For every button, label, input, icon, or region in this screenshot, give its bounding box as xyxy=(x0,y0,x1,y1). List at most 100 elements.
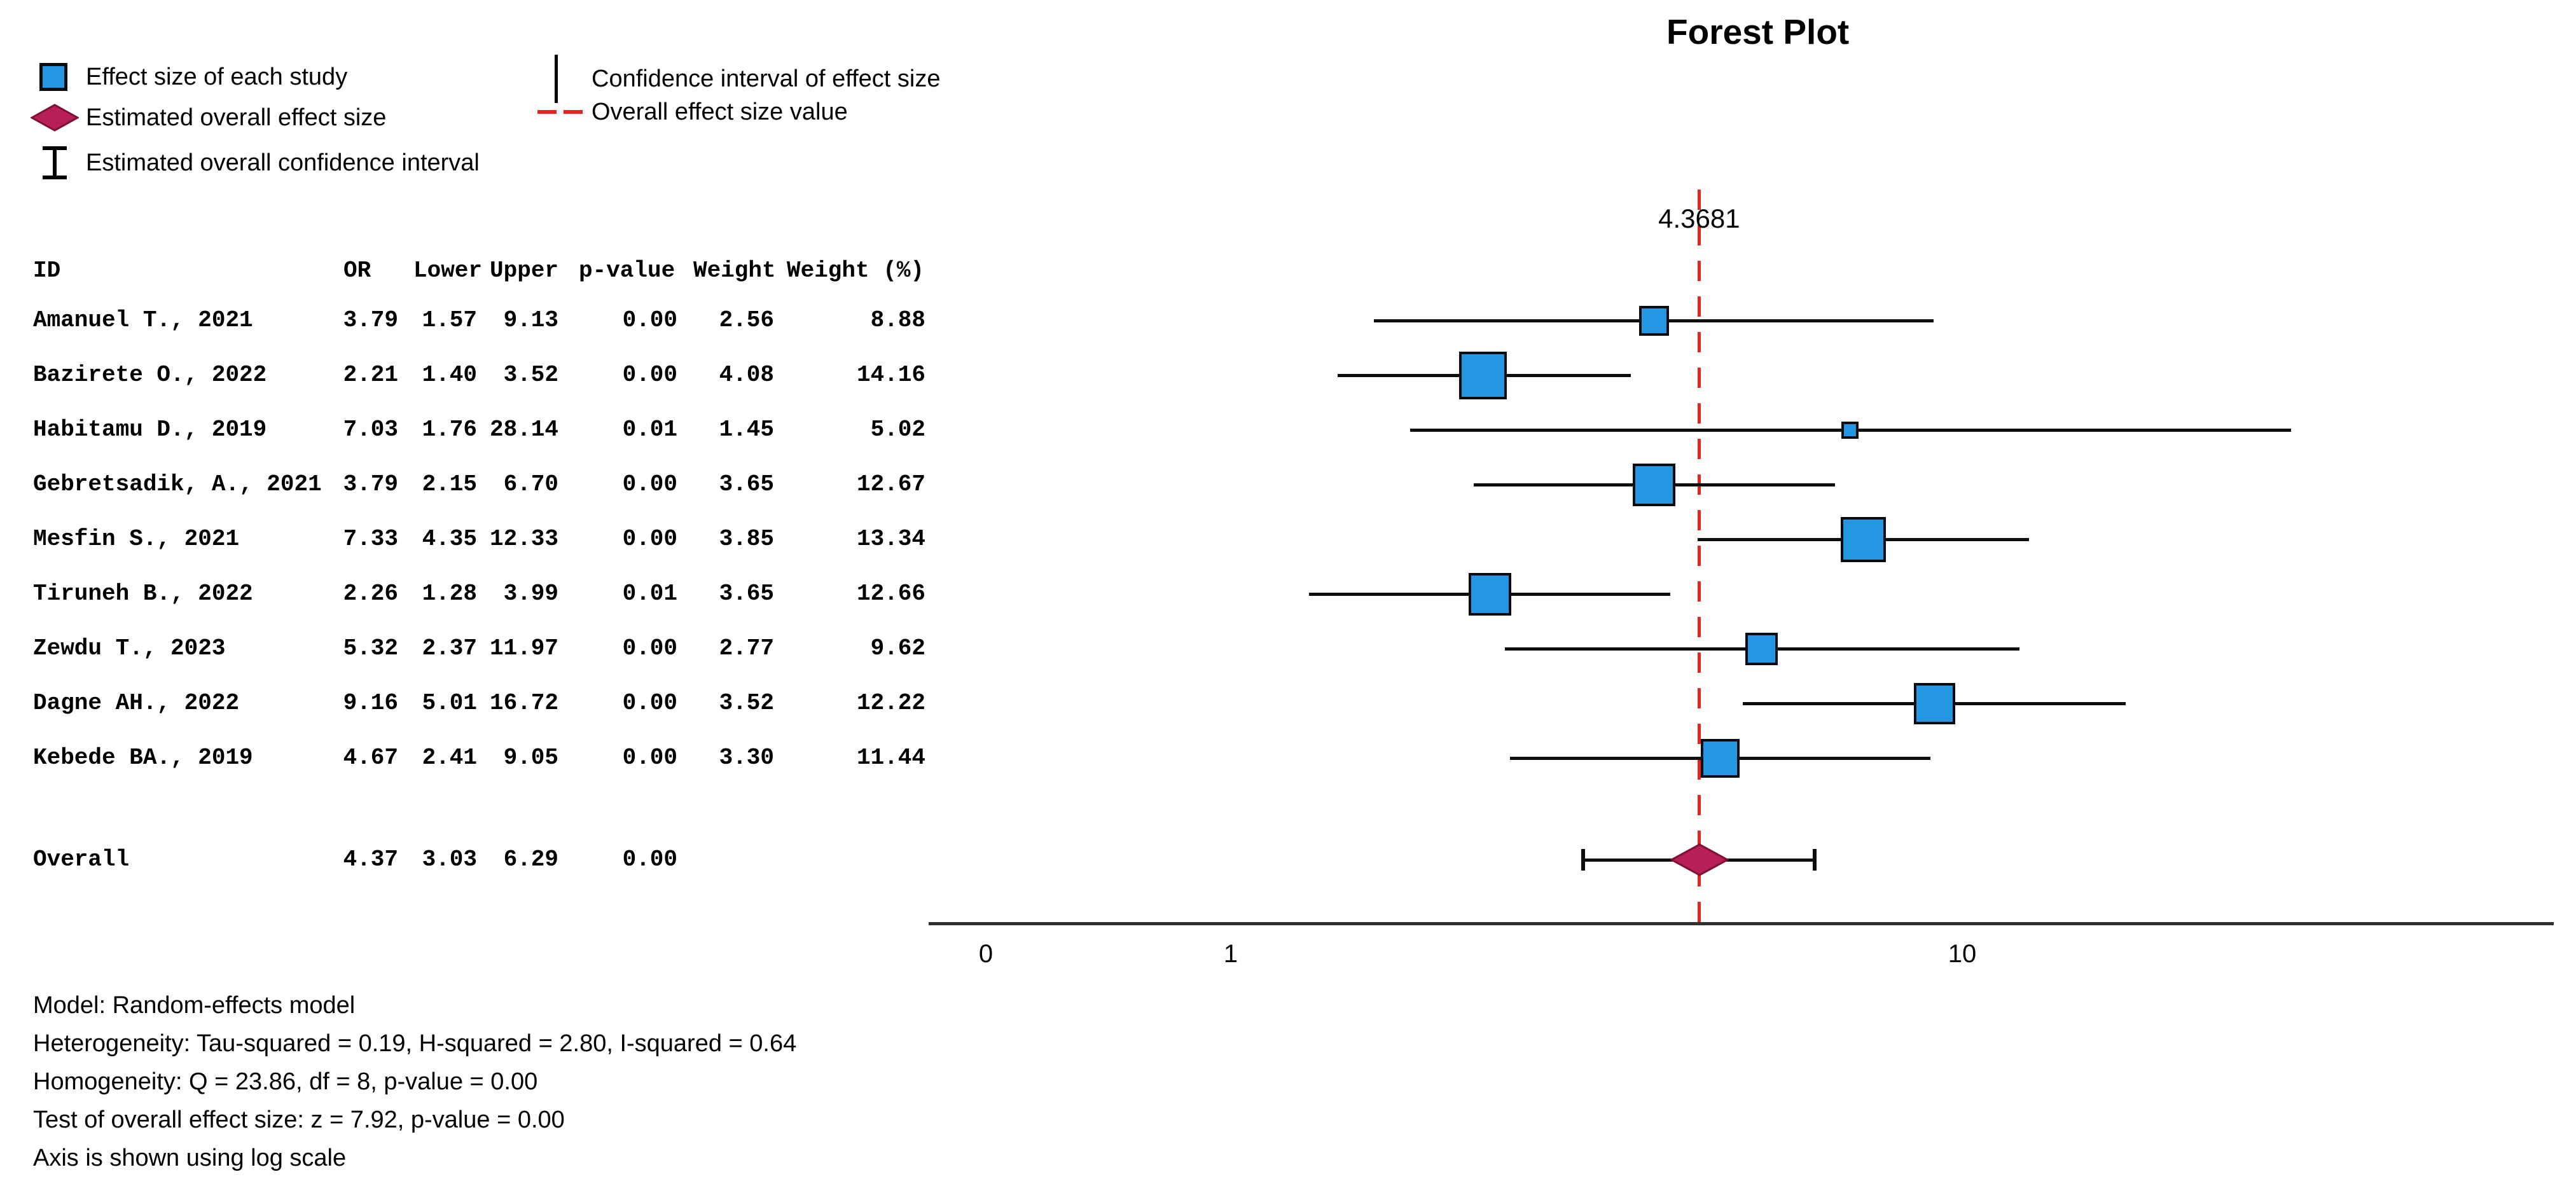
study-effect-square xyxy=(1745,632,1778,665)
table-row-7-cell-upper: 16.72 xyxy=(489,690,558,716)
dashed-line-icon xyxy=(537,110,557,114)
table-row-overall-cell-id: Overall xyxy=(33,846,130,872)
footnote-overall-test: Test of overall effect size: z = 7.92, p… xyxy=(33,1107,565,1133)
table-row-1-cell-or: 2.21 xyxy=(343,362,398,388)
overall-ci-right-cap xyxy=(1813,849,1817,871)
table-row-0-cell-id: Amanuel T., 2021 xyxy=(33,307,253,333)
ibeam-stem xyxy=(53,146,57,179)
overall-effect-dashed-line xyxy=(1697,190,1701,923)
table-row-4-cell-upper: 12.33 xyxy=(489,526,558,552)
table-row-7-cell-weight: 3.52 xyxy=(719,690,774,716)
table-row-0-cell-weight_pct: 8.88 xyxy=(870,307,925,333)
table-row-2-cell-upper: 28.14 xyxy=(489,417,558,443)
footnote-heterogeneity: Heterogeneity: Tau-squared = 0.19, H-squ… xyxy=(33,1030,797,1057)
table-header-id: ID xyxy=(33,258,61,284)
table-row-5-cell-or: 2.26 xyxy=(343,581,398,607)
table-row-3-cell-upper: 6.70 xyxy=(503,471,558,497)
table-row-0-cell-lower: 1.57 xyxy=(422,307,477,333)
table-header-upper: Upper xyxy=(490,258,559,284)
footnotes: Model: Random-effects model Heterogeneit… xyxy=(33,986,796,1177)
table-row-8-cell-weight_pct: 11.44 xyxy=(856,745,925,771)
ibeam-bottom-bar xyxy=(43,176,67,179)
table-row-6-cell-weight: 2.77 xyxy=(719,635,774,661)
table-row-overall-cell-upper: 6.29 xyxy=(503,846,558,872)
table-row-2-cell-p: 0.01 xyxy=(622,417,677,443)
table-row-6-cell-upper: 11.97 xyxy=(489,635,558,661)
table-header-lower: Lower xyxy=(413,258,483,284)
legend-label-ci-of-effect: Confidence interval of effect size xyxy=(592,66,941,92)
table-row-5-cell-p: 0.01 xyxy=(622,581,677,607)
table-row-overall-cell-p: 0.00 xyxy=(622,846,677,872)
table-row-4-cell-lower: 4.35 xyxy=(422,526,477,552)
x-axis-line xyxy=(929,922,2554,925)
table-row-6-cell-id: Zewdu T., 2023 xyxy=(33,635,226,661)
table-row-1-cell-lower: 1.40 xyxy=(422,362,477,388)
table-row-7-cell-weight_pct: 12.22 xyxy=(856,690,925,716)
table-row-4-cell-weight: 3.85 xyxy=(719,526,774,552)
table-row-8-cell-or: 4.67 xyxy=(343,745,398,771)
table-row-8-cell-id: Kebede BA., 2019 xyxy=(33,745,253,771)
table-row-8-cell-p: 0.00 xyxy=(622,745,677,771)
table-row-5-cell-weight_pct: 12.66 xyxy=(856,581,925,607)
overall-diamond xyxy=(1670,843,1729,876)
table-row-3-cell-or: 3.79 xyxy=(343,471,398,497)
table-row-1-cell-upper: 3.52 xyxy=(503,362,558,388)
table-row-3-cell-p: 0.00 xyxy=(622,471,677,497)
overall-effect-value-label: 4.3681 xyxy=(1658,203,1740,233)
table-header-weight-%-: Weight (%) xyxy=(787,258,925,284)
table-row-5-cell-id: Tiruneh B., 2022 xyxy=(33,581,253,607)
table-row-8-cell-weight: 3.30 xyxy=(719,745,774,771)
table-row-2-cell-weight: 1.45 xyxy=(719,417,774,443)
legend-label-overall-ci: Estimated overall confidence interval xyxy=(86,149,480,176)
table-row-6-cell-or: 5.32 xyxy=(343,635,398,661)
table-row-1-cell-weight: 4.08 xyxy=(719,362,774,388)
table-row-4-cell-id: Mesfin S., 2021 xyxy=(33,526,240,552)
footnote-model: Model: Random-effects model xyxy=(33,992,356,1019)
table-row-6-cell-weight_pct: 9.62 xyxy=(870,635,925,661)
legend-label-overall-value: Overall effect size value xyxy=(592,99,848,125)
table-row-5-cell-lower: 1.28 xyxy=(422,581,477,607)
x-axis-tick-1: 1 xyxy=(1223,940,1238,968)
table-row-6-cell-lower: 2.37 xyxy=(422,635,477,661)
table-row-1-cell-id: Bazirete O., 2022 xyxy=(33,362,267,388)
table-header-weight: Weight xyxy=(693,258,776,284)
study-effect-square xyxy=(1632,463,1675,506)
table-row-7-cell-lower: 5.01 xyxy=(422,690,477,716)
table-row-overall-cell-or: 4.37 xyxy=(343,846,398,872)
legend-label-study-effect: Effect size of each study xyxy=(86,64,348,90)
table-row-3-cell-weight: 3.65 xyxy=(719,471,774,497)
table-row-3-cell-id: Gebretsadik, A., 2021 xyxy=(33,471,322,497)
table-row-0-cell-or: 3.79 xyxy=(343,307,398,333)
study-effect-square xyxy=(1841,421,1859,439)
study-effect-square xyxy=(1638,305,1669,336)
table-row-6-cell-p: 0.00 xyxy=(622,635,677,661)
study-effect-square xyxy=(1458,351,1507,399)
table-row-0-cell-upper: 9.13 xyxy=(503,307,558,333)
table-row-2-cell-or: 7.03 xyxy=(343,417,398,443)
overall-ci-ibeam-icon xyxy=(43,146,67,179)
table-row-0-cell-p: 0.00 xyxy=(622,307,677,333)
table-row-3-cell-lower: 2.15 xyxy=(422,471,477,497)
table-row-4-cell-or: 7.33 xyxy=(343,526,398,552)
table-row-2-cell-lower: 1.76 xyxy=(422,417,477,443)
table-row-5-cell-upper: 3.99 xyxy=(503,581,558,607)
study-effect-square xyxy=(1913,682,1955,724)
table-row-1-cell-weight_pct: 14.16 xyxy=(856,362,925,388)
footnote-log-scale: Axis is shown using log scale xyxy=(33,1145,347,1171)
study-effect-square xyxy=(1468,572,1511,616)
legend-label-overall-effect: Estimated overall effect size xyxy=(86,104,387,131)
study-effect-square xyxy=(1841,516,1887,562)
table-row-7-cell-id: Dagne AH., 2022 xyxy=(33,690,240,716)
table-row-3-cell-weight_pct: 12.67 xyxy=(856,471,925,497)
table-row-1-cell-p: 0.00 xyxy=(622,362,677,388)
dashed-line-icon xyxy=(564,110,583,114)
x-axis-tick-0: 0 xyxy=(978,940,994,968)
table-row-7-cell-p: 0.00 xyxy=(622,690,677,716)
table-row-4-cell-p: 0.00 xyxy=(622,526,677,552)
footnote-homogeneity: Homogeneity: Q = 23.86, df = 8, p-value … xyxy=(33,1068,538,1095)
table-header-or: OR xyxy=(343,258,371,284)
table-row-7-cell-or: 9.16 xyxy=(343,690,398,716)
table-header-p-value: p-value xyxy=(579,258,675,284)
table-row-8-cell-upper: 9.05 xyxy=(503,745,558,771)
